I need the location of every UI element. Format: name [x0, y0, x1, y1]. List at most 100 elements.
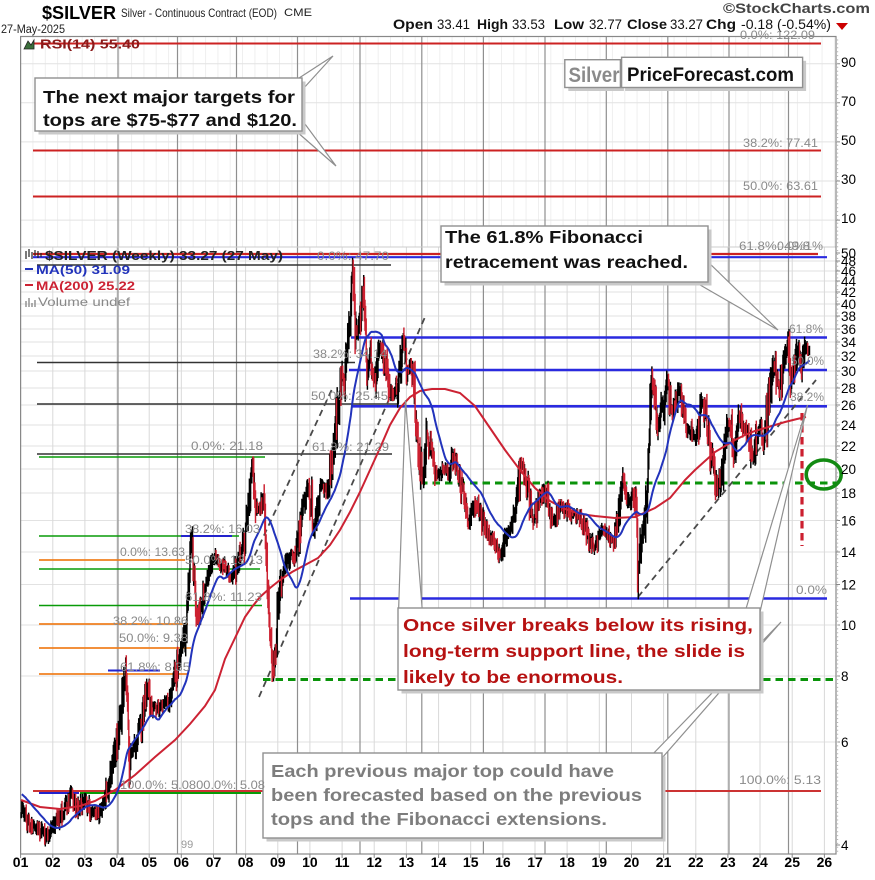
svg-text:Silver - Continuous Contract (: Silver - Continuous Contract (EOD) — [121, 6, 277, 20]
svg-text:4: 4 — [841, 838, 849, 853]
svg-text:50.0%: 25.45: 50.0%: 25.45 — [311, 389, 388, 403]
svg-text:-0.18 (-0.54%): -0.18 (-0.54%) — [741, 17, 831, 32]
svg-text:10: 10 — [841, 211, 856, 226]
svg-text:61.8%: 21.29: 61.8%: 21.29 — [312, 440, 389, 454]
svg-text:34: 34 — [841, 335, 857, 350]
svg-text:04: 04 — [109, 854, 125, 870]
svg-text:14: 14 — [431, 854, 447, 870]
svg-text:Open: Open — [393, 17, 433, 32]
svg-text:50.0%: 9.38: 50.0%: 9.38 — [119, 631, 188, 645]
svg-text:100.0%: 5.13: 100.0%: 5.13 — [739, 773, 821, 787]
svg-text:20: 20 — [624, 854, 640, 870]
svg-text:$SILVER: $SILVER — [42, 3, 116, 23]
svg-text:Chg: Chg — [706, 17, 736, 32]
svg-text:15: 15 — [463, 854, 479, 870]
svg-text:24: 24 — [752, 854, 768, 870]
svg-text:©StockCharts.com: ©StockCharts.com — [723, 1, 870, 16]
svg-text:12: 12 — [366, 854, 382, 870]
svg-text:The next major targets for: The next major targets for — [43, 87, 295, 107]
svg-text:26: 26 — [841, 398, 856, 413]
svg-text:100.0%: 5.0800.0%: 5.08: 100.0%: 5.0800.0%: 5.08 — [120, 778, 265, 792]
svg-text:42: 42 — [841, 285, 856, 300]
svg-text:38: 38 — [841, 309, 856, 324]
svg-text:07: 07 — [206, 854, 222, 870]
svg-text:02: 02 — [45, 854, 61, 870]
svg-text:17: 17 — [527, 854, 543, 870]
svg-text:20: 20 — [841, 462, 856, 477]
svg-text:10: 10 — [302, 854, 318, 870]
svg-text:tops and the Fibonacci extensi: tops and the Fibonacci extensions. — [271, 809, 607, 829]
svg-text:Silver: Silver — [569, 64, 620, 87]
svg-text:Volume undef: Volume undef — [38, 295, 131, 309]
svg-text:48: 48 — [841, 254, 856, 269]
svg-text:PriceForecast.com: PriceForecast.com — [627, 64, 794, 86]
svg-text:8: 8 — [841, 669, 849, 684]
svg-text:38.2%: 10.86: 38.2%: 10.86 — [113, 614, 188, 628]
svg-text:0.0%1%: 0.0%1% — [777, 239, 823, 253]
svg-text:44: 44 — [841, 274, 857, 289]
svg-text:Once silver breaks below its r: Once silver breaks below its rising, — [403, 615, 753, 635]
svg-text:06: 06 — [174, 854, 190, 870]
svg-text:40: 40 — [841, 297, 856, 312]
svg-text:61.8%: 61.8% — [789, 322, 823, 336]
svg-text:23: 23 — [720, 854, 736, 870]
svg-text:03: 03 — [77, 854, 93, 870]
svg-text:61.8%: 11.23: 61.8%: 11.23 — [185, 590, 262, 604]
svg-text:30: 30 — [841, 364, 856, 379]
svg-text:70: 70 — [841, 94, 856, 109]
svg-text:14: 14 — [841, 545, 857, 560]
svg-text:6: 6 — [841, 735, 849, 750]
svg-text:05: 05 — [141, 854, 157, 870]
svg-text:13: 13 — [399, 854, 415, 870]
svg-text:30: 30 — [841, 172, 856, 187]
svg-text:50.0%: 63.61: 50.0%: 63.61 — [743, 179, 818, 193]
svg-text:22: 22 — [841, 439, 856, 454]
svg-text:27-May-2025: 27-May-2025 — [1, 24, 65, 36]
svg-text:likely to be enormous.: likely to be enormous. — [403, 667, 623, 687]
svg-text:22: 22 — [688, 854, 704, 870]
svg-text:18: 18 — [841, 486, 856, 501]
svg-text:50: 50 — [841, 133, 856, 148]
svg-text:50.0%: 13.13: 50.0%: 13.13 — [185, 553, 263, 567]
svg-text:10: 10 — [841, 618, 856, 633]
svg-text:21: 21 — [656, 854, 672, 870]
svg-text:38.2%: 34.14: 38.2%: 34.14 — [313, 347, 387, 361]
svg-text:08: 08 — [238, 854, 254, 870]
svg-text:90: 90 — [841, 55, 856, 70]
svg-text:MA(200) 25.22: MA(200) 25.22 — [36, 279, 135, 293]
svg-text:MA(50) 31.09: MA(50) 31.09 — [36, 263, 130, 277]
svg-text:0.0%: 21.18: 0.0%: 21.18 — [191, 439, 263, 453]
svg-text:The 61.8% Fibonacci: The 61.8% Fibonacci — [445, 227, 643, 247]
svg-text:Low: Low — [554, 17, 585, 32]
svg-text:tops are $75-$77 and $120.: tops are $75-$77 and $120. — [43, 110, 297, 130]
svg-text:24: 24 — [841, 418, 857, 433]
svg-text:09: 09 — [270, 854, 286, 870]
svg-text:0.0%: 122.09: 0.0%: 122.09 — [740, 28, 815, 42]
svg-text:99: 99 — [181, 839, 193, 851]
svg-text:50: 50 — [841, 246, 856, 261]
svg-text:36: 36 — [841, 322, 856, 337]
svg-text:High: High — [477, 17, 508, 32]
svg-text:38.2%: 38.2% — [790, 390, 824, 404]
svg-text:33.41: 33.41 — [437, 17, 470, 32]
svg-text:33.53: 33.53 — [512, 17, 545, 32]
svg-text:46: 46 — [841, 264, 856, 279]
svg-text:61.8%: 8.35: 61.8%: 8.35 — [120, 660, 190, 674]
svg-text:19: 19 — [592, 854, 608, 870]
svg-text:25: 25 — [784, 854, 800, 870]
svg-text:38.2%: 16.03: 38.2%: 16.03 — [185, 522, 260, 536]
svg-text:CME: CME — [284, 7, 312, 19]
svg-text:61.8%: 49.8: 61.8%: 49.8 — [739, 239, 810, 253]
svg-text:33.27: 33.27 — [670, 17, 703, 32]
svg-text:RSI(14) 55.40: RSI(14) 55.40 — [40, 37, 140, 52]
svg-text:long-term support line, the sl: long-term support line, the slide is — [403, 641, 745, 661]
svg-text:$SILVER (Weekly) 33.27 (27 May: $SILVER (Weekly) 33.27 (27 May) — [45, 248, 283, 263]
svg-text:32: 32 — [841, 349, 856, 364]
svg-text:28: 28 — [841, 381, 856, 396]
svg-text:16: 16 — [495, 854, 511, 870]
svg-text:16: 16 — [841, 514, 856, 529]
svg-text:12: 12 — [841, 578, 856, 593]
svg-text:Close: Close — [627, 17, 668, 32]
svg-text:26: 26 — [817, 854, 833, 870]
svg-text:18: 18 — [559, 854, 575, 870]
